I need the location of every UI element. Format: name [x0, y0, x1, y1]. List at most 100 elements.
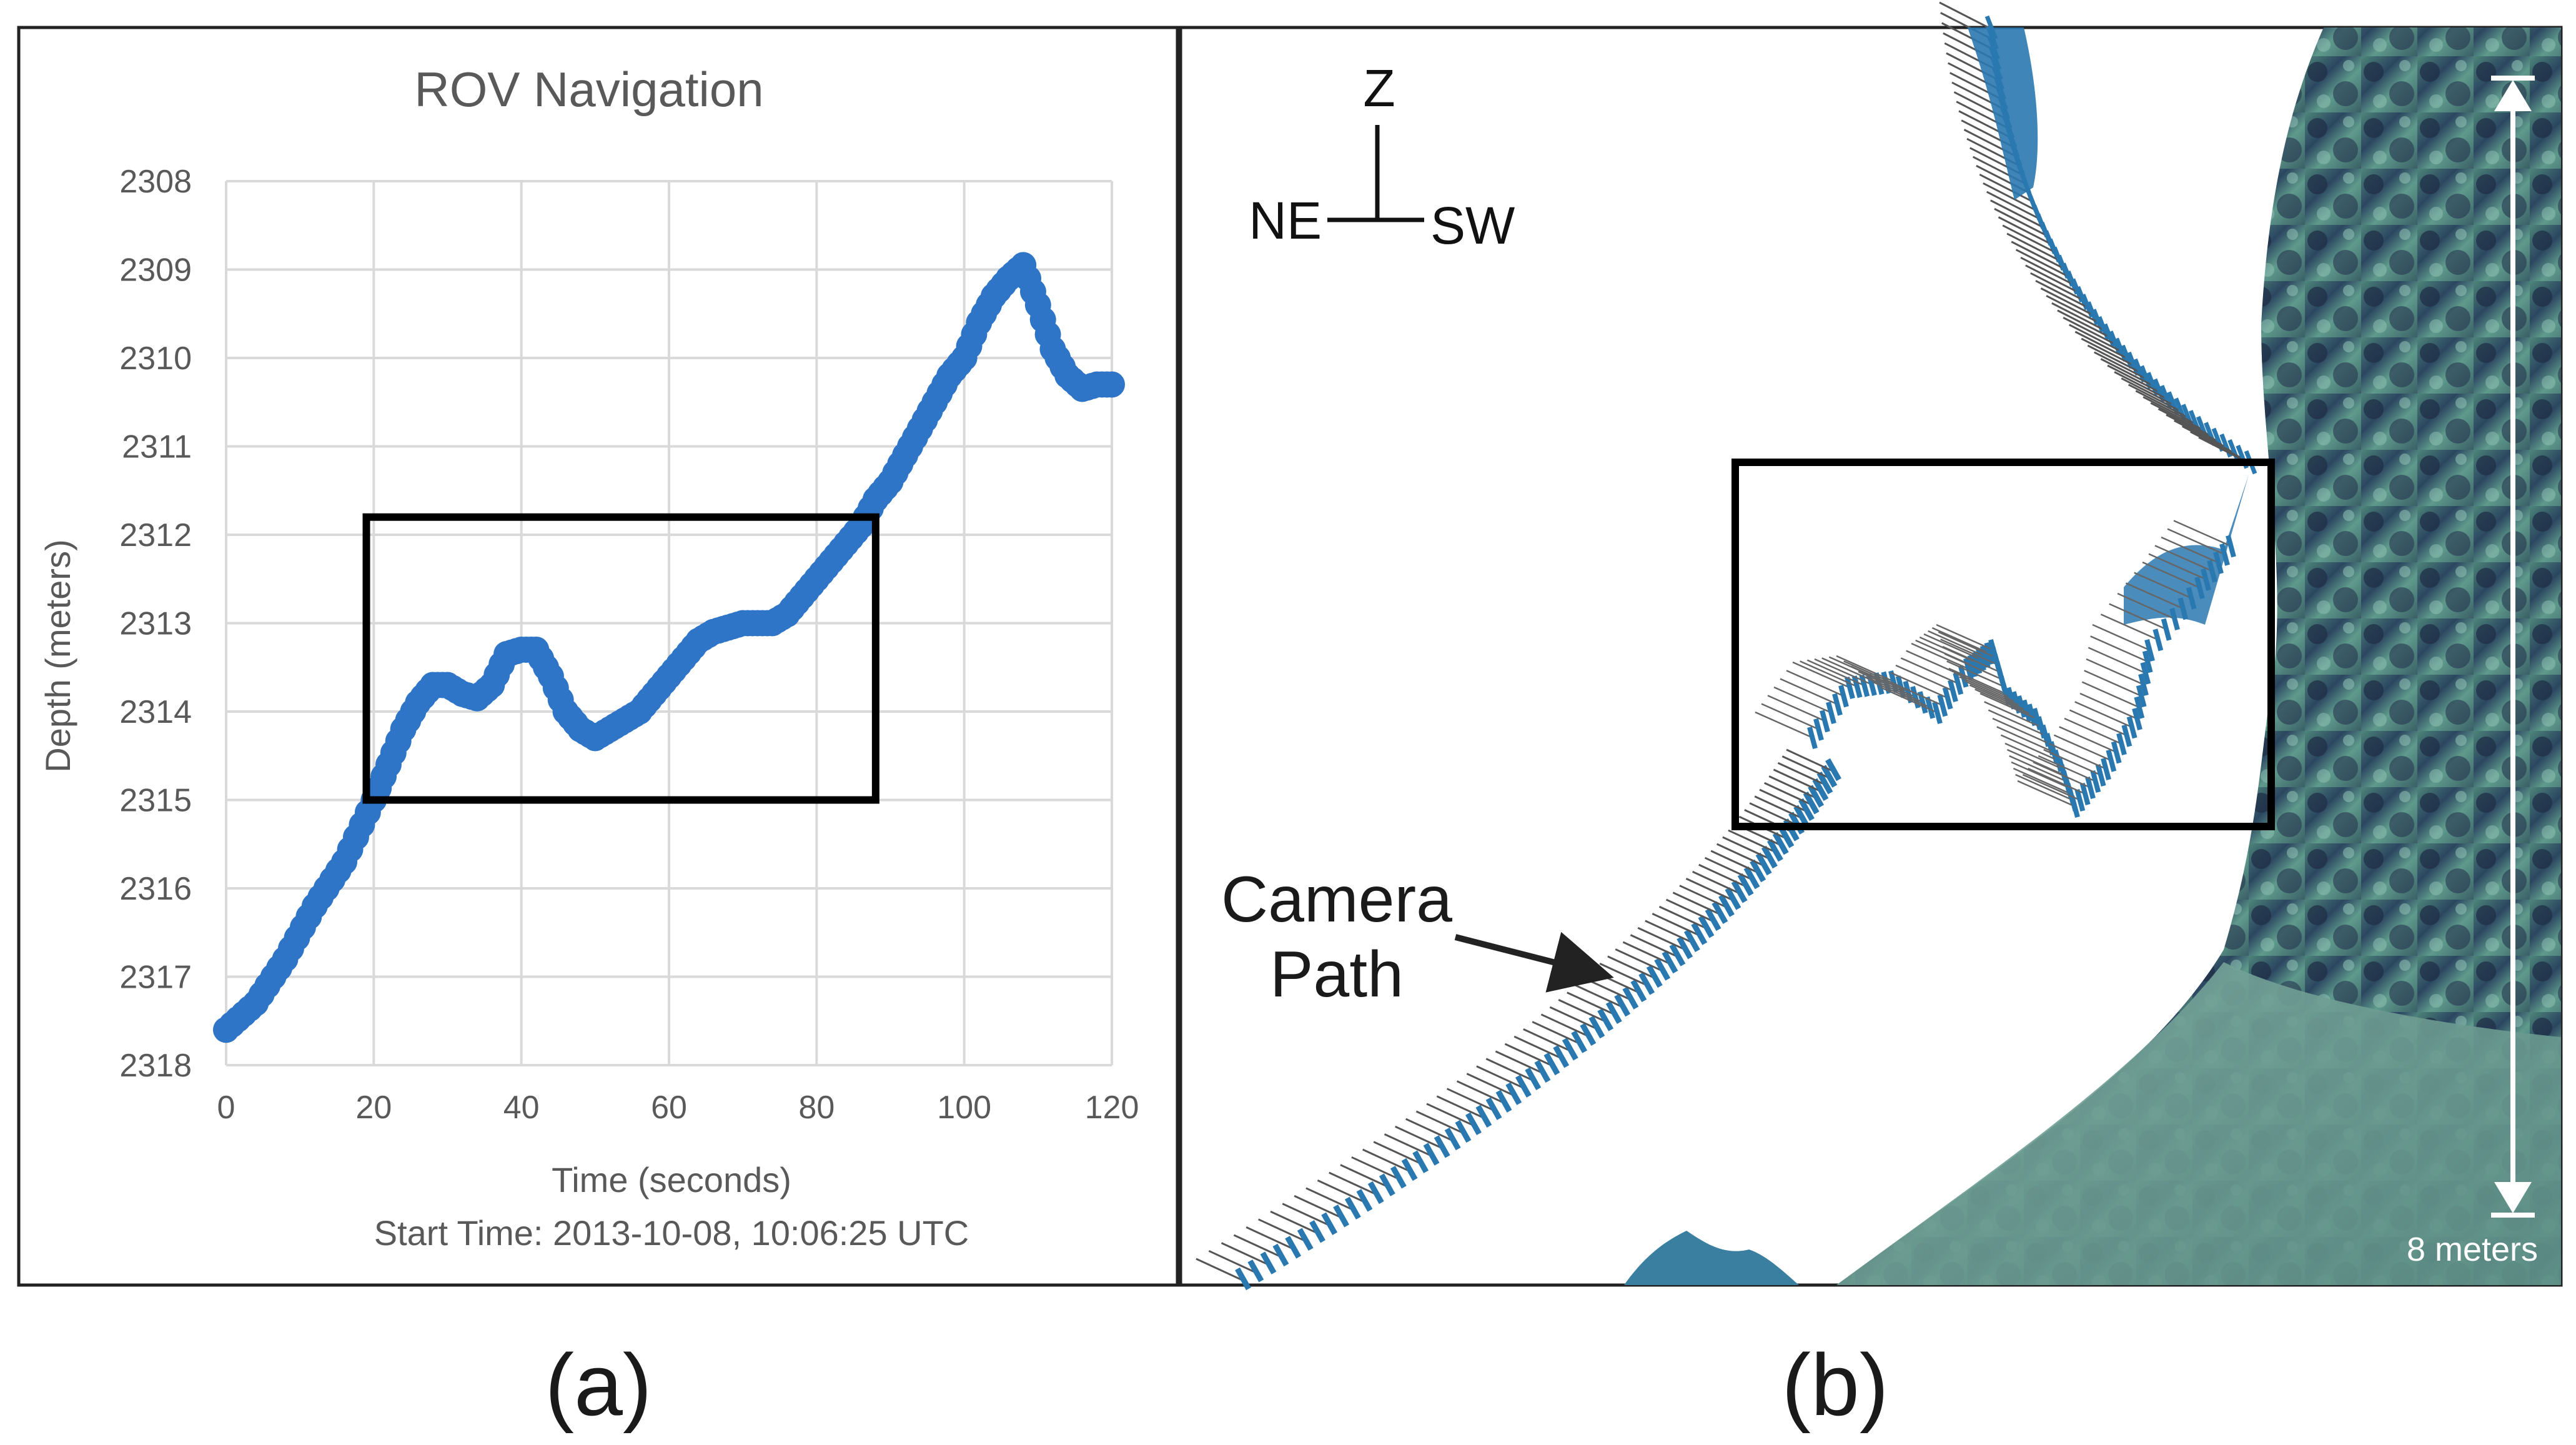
camera-frustum [2128, 384, 2183, 414]
camera-pose [1654, 958, 1671, 981]
camera-pose [1866, 673, 1877, 697]
highlight-rectangle [362, 513, 879, 804]
camera-pose [2074, 788, 2086, 812]
camera-pose [1235, 1267, 1251, 1291]
camera-frustum [2173, 419, 2229, 449]
camera-frustum [1665, 898, 1716, 923]
camera-pose [1571, 1030, 1588, 1053]
camera-pose [1465, 1112, 1482, 1136]
camera-frustum [1755, 711, 1812, 738]
camera-frustum [1305, 1187, 1355, 1212]
camera-pose [1622, 986, 1639, 1010]
camera-frustum [2079, 692, 2137, 720]
camera-path-arrow [1454, 931, 1614, 993]
camera-frustum [1446, 1088, 1497, 1113]
caption-b: (b) [1781, 1336, 1888, 1434]
camera-frustum [1990, 199, 2045, 229]
y-tick-label: 2317 [119, 960, 192, 996]
camera-pose [1691, 922, 1708, 945]
camera-frustum [1373, 1141, 1423, 1166]
scale-bar-arrow-top [2494, 80, 2532, 111]
camera-frustum [1969, 684, 2026, 711]
camera-pose [1505, 1082, 1522, 1105]
camera-pose [2006, 687, 2017, 710]
camera-frustum [2020, 256, 2075, 286]
camera-pose [1543, 1052, 1560, 1076]
camera-frustum [1317, 1179, 1367, 1204]
camera-pose [2138, 673, 2149, 697]
camera-frustum [2086, 658, 2143, 685]
camera-frustum [1456, 1080, 1507, 1105]
scale-bar: 8 meters [2407, 76, 2538, 1268]
camera-frustum [2022, 773, 2079, 801]
start-time-label: Start Time: 2013-10-08, 10:06:25 UTC [374, 1213, 969, 1253]
camera-frustum [2173, 520, 2231, 547]
camera-pose [2106, 749, 2117, 772]
camera-frustum [2068, 324, 2124, 354]
camera-frustum [1436, 1095, 1486, 1120]
camera-frustum [1476, 1065, 1526, 1090]
camera-frustum [1940, 638, 1998, 665]
camera-frustum [2013, 767, 2070, 795]
scale-bar-arrow-bottom [2494, 1182, 2532, 1213]
camera-frustum [1208, 1249, 1258, 1274]
camera-pose [2026, 703, 2038, 727]
camera-pose [1766, 838, 1783, 862]
y-tick-label: 2314 [119, 694, 192, 730]
highlight-rectangle-b [1731, 459, 2275, 830]
camera-pose [1534, 1060, 1551, 1083]
camera-frustum [1911, 642, 1968, 670]
camera-frustum [1992, 717, 2049, 745]
camera-frustum [1906, 650, 1963, 677]
camera-frustum [2161, 536, 2218, 564]
camera-frustum [2092, 623, 2149, 651]
camera-frustum [2011, 241, 2066, 271]
camera-frustum [1759, 788, 1809, 813]
camera-frustum [2030, 272, 2085, 302]
camera-pose [1725, 887, 1741, 910]
camera-frustum [2059, 726, 2116, 753]
camera-pose [1984, 642, 1995, 665]
camera-pose [1808, 785, 1825, 808]
camera-frustum [1939, 1, 1994, 31]
camera-pose [1285, 1236, 1302, 1259]
camera-pose [2016, 695, 2027, 718]
camera-frustum [1946, 660, 2004, 687]
camera-frustum [2181, 425, 2237, 455]
camera-frustum [2015, 773, 2073, 801]
camera-frustum [2074, 701, 2132, 728]
camera-pose [1953, 672, 1964, 695]
camera-path [1196, 1, 2257, 1291]
camera-pose [1731, 880, 1748, 903]
camera-frustum [2015, 249, 2071, 278]
y-tick-label: 2315 [119, 783, 192, 819]
camera-pose [2152, 628, 2164, 652]
camera-frustum [1672, 891, 1722, 916]
camera-pose [1605, 1001, 1622, 1024]
camera-pose [1825, 758, 1841, 782]
camera-pose [1588, 1015, 1605, 1039]
camera-frustum [2094, 351, 2149, 381]
x-axis-label: Time (seconds) [552, 1160, 791, 1199]
camera-pose [2142, 650, 2153, 673]
camera-pose [1646, 965, 1663, 988]
camera-frustum [1282, 1203, 1332, 1228]
series-rov-depth [213, 252, 1125, 1043]
caption-a: (a) [545, 1336, 651, 1434]
camera-pose [1683, 929, 1700, 953]
camera-frustum [1900, 657, 1958, 684]
x-tick-label: 40 [503, 1090, 540, 1126]
camera-pose [1297, 1228, 1314, 1251]
camera-frustum [2048, 742, 2106, 770]
camera-frustum [1549, 1006, 1599, 1031]
camera-pose [2186, 587, 2197, 610]
camera-pose [1803, 792, 1820, 815]
camera-frustum [1340, 1164, 1390, 1188]
camera-frustum [2051, 302, 2106, 332]
camera-pose [1662, 950, 1678, 974]
camera-frustum [1426, 1103, 1476, 1128]
camera-frustum [2189, 430, 2245, 460]
camera-frustum [1944, 653, 2001, 680]
camera-pose [1718, 894, 1735, 917]
camera-frustum [2063, 317, 2118, 346]
